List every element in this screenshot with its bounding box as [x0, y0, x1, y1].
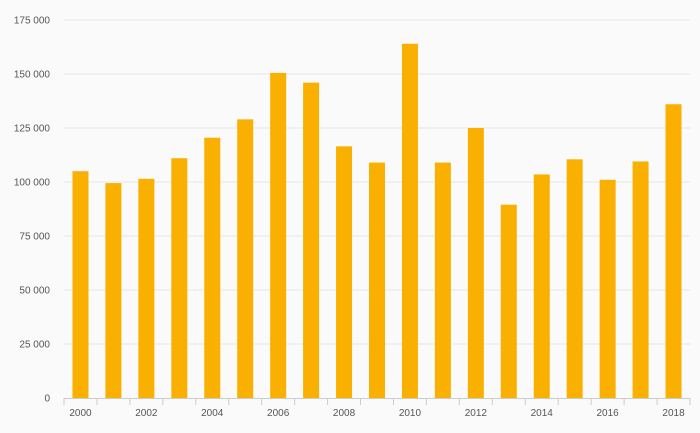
y-tick-label: 150 000: [14, 70, 51, 81]
y-tick-label: 175 000: [14, 16, 51, 27]
x-tick-label: 2002: [135, 408, 158, 419]
x-axis: 2000 2002 2004 2006 2008 2010 2012 2014 2016 2018: [63, 398, 691, 419]
bar-2010: [401, 43, 418, 398]
bar-2018: [665, 104, 682, 399]
bar-2007: [303, 82, 320, 398]
x-tick-label: 2018: [662, 408, 685, 419]
bar-2009: [369, 162, 385, 398]
bar-2001: [105, 183, 122, 398]
bar-2014: [533, 174, 550, 398]
x-tick-label: 2014: [531, 408, 554, 419]
bar-2016: [599, 179, 616, 398]
bar-2011: [434, 162, 451, 398]
bar-2000: [72, 171, 89, 398]
y-tick-label: 75 000: [19, 232, 50, 243]
y-tick-label: 50 000: [19, 286, 50, 297]
bar-2003: [171, 158, 188, 398]
x-tick-label: 2010: [399, 408, 422, 419]
bar-2017: [632, 161, 649, 398]
x-tick-label: 2008: [333, 408, 356, 419]
bar-2012: [467, 128, 484, 398]
y-tick-label: 125 000: [14, 124, 51, 135]
x-tick-label: 2004: [201, 408, 224, 419]
bar-2004: [204, 137, 221, 398]
bar-2008: [336, 146, 353, 398]
x-tick-label: 2016: [597, 408, 620, 419]
bar-2013: [500, 204, 517, 398]
bar-2005: [237, 119, 254, 399]
bar-2006: [270, 72, 287, 399]
x-tick-label: 2000: [69, 408, 92, 419]
x-tick-label: 2006: [267, 408, 290, 419]
y-tick-label: 100 000: [14, 178, 51, 189]
x-tick-label: 2012: [465, 408, 488, 419]
y-axis: 0 25 000 50 000 75 000 100 000 125 000 150 000…: [14, 16, 51, 405]
bar-2015: [566, 159, 583, 398]
y-tick-label: 25 000: [19, 340, 50, 351]
bar-2002: [138, 178, 155, 398]
bars: [72, 43, 682, 399]
y-tick-label: 0: [44, 394, 50, 405]
